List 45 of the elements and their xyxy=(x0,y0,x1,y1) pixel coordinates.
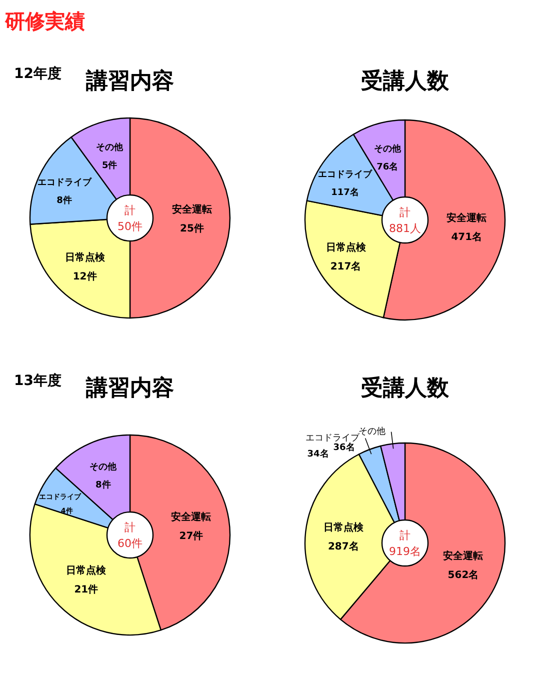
chart-subtitle: 13年度 xyxy=(14,372,62,389)
slice-label: エコドライブ xyxy=(305,432,360,444)
slice-label: エコドライブ xyxy=(318,169,373,180)
text: 計 xyxy=(400,206,410,219)
data-label: 21件 xyxy=(74,583,98,596)
slice-label: その他 xyxy=(374,143,402,154)
text: 計 xyxy=(400,529,410,542)
slice-label: 日常点検 xyxy=(64,252,106,264)
chart-title: 受講人数 xyxy=(361,376,450,401)
data-label: 27件 xyxy=(179,530,204,542)
data-label: 217名 xyxy=(330,260,362,273)
text: 研修実績 xyxy=(4,9,85,33)
data-label: 12件 xyxy=(72,270,97,283)
text: 881人 xyxy=(389,222,421,235)
slice-label: エコドライブ xyxy=(37,176,92,188)
data-label: 36名 xyxy=(333,442,355,453)
data-label: 117名 xyxy=(331,187,359,198)
slice-label: 日常点検 xyxy=(66,564,108,576)
slice-label: 安全運転 xyxy=(443,550,484,562)
text: 919名 xyxy=(389,545,421,558)
data-label: 287名 xyxy=(328,540,359,553)
chart-title: 受講人数 xyxy=(361,69,450,94)
slice-label: 日常点検 xyxy=(323,522,364,534)
data-label: 76名 xyxy=(376,161,398,172)
slice-label: 安全運転 xyxy=(446,212,487,224)
text: 計 xyxy=(124,204,136,217)
text: 計 xyxy=(124,521,136,534)
text: 50件 xyxy=(118,220,142,233)
slice-label: その他 xyxy=(96,142,124,154)
data-label: 25件 xyxy=(180,222,204,234)
data-label: 562名 xyxy=(448,568,479,581)
data-label: 471名 xyxy=(451,231,482,244)
slice-label: その他 xyxy=(358,426,386,437)
data-label: 8件 xyxy=(56,194,72,206)
chart-subtitle: 12年度 xyxy=(14,65,62,82)
text: 60件 xyxy=(118,537,142,550)
data-label: 34名 xyxy=(307,448,329,460)
slice-label: 安全運転 xyxy=(171,510,212,523)
chart-title: 講習内容 xyxy=(85,375,174,401)
data-label: 5件 xyxy=(102,160,118,172)
slice-label: その他 xyxy=(90,462,118,473)
data-label: 8件 xyxy=(96,480,111,491)
slice-label: 安全運転 xyxy=(172,204,212,216)
chart-title: 講習内容 xyxy=(85,68,174,94)
slice-label: 日常点検 xyxy=(326,242,367,254)
